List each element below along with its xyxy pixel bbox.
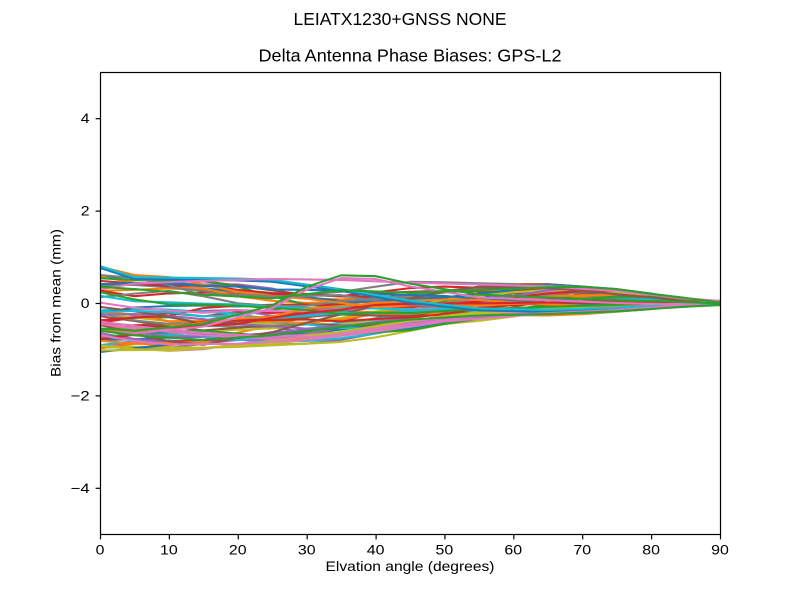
svg-text:90: 90	[711, 541, 729, 557]
svg-text:LEIATX1230+GNSS NONE: LEIATX1230+GNSS NONE	[294, 9, 507, 29]
svg-text:−4: −4	[71, 480, 90, 496]
svg-text:Delta Antenna Phase Biases: GP: Delta Antenna Phase Biases: GPS-L2	[259, 46, 562, 66]
svg-text:70: 70	[573, 541, 591, 557]
svg-text:80: 80	[642, 541, 660, 557]
svg-text:10: 10	[160, 541, 178, 557]
svg-text:50: 50	[436, 541, 454, 557]
svg-text:Elvation angle (degrees): Elvation angle (degrees)	[326, 558, 495, 574]
svg-text:60: 60	[504, 541, 522, 557]
svg-text:Bias from mean (mm): Bias from mean (mm)	[48, 229, 64, 377]
svg-text:−2: −2	[71, 387, 90, 403]
svg-text:0: 0	[81, 295, 90, 311]
svg-text:0: 0	[96, 541, 105, 557]
svg-text:20: 20	[229, 541, 247, 557]
svg-text:40: 40	[367, 541, 385, 557]
svg-text:4: 4	[81, 110, 90, 126]
svg-text:30: 30	[298, 541, 316, 557]
svg-text:2: 2	[81, 203, 90, 219]
